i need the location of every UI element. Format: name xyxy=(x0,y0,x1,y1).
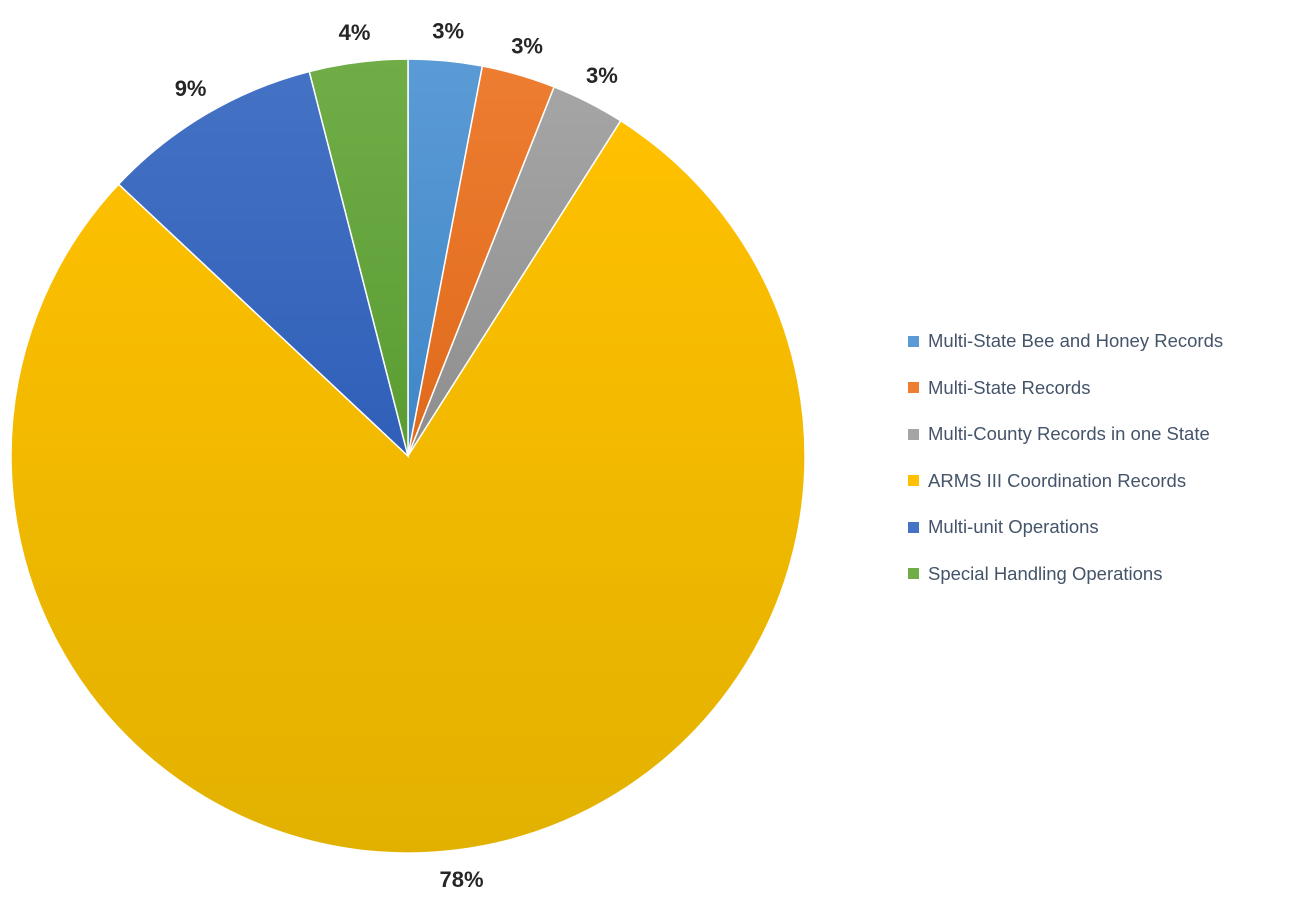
data-label-2: 3% xyxy=(586,63,618,88)
legend-item-1: Multi-State Records xyxy=(908,373,1293,403)
legend-item-2: Multi-County Records in one State xyxy=(908,419,1293,449)
legend-swatch-3 xyxy=(908,475,919,487)
pie-data-labels: 3% 3% 3% 78% 9% 4% xyxy=(175,18,618,892)
legend-item-3: ARMS III Coordination Records xyxy=(908,466,1293,496)
legend-swatch-1 xyxy=(908,382,919,394)
pie-slices xyxy=(10,58,806,854)
legend-item-5: Special Handling Operations xyxy=(908,559,1293,589)
legend-label-1: Multi-State Records xyxy=(928,376,1091,398)
legend-swatch-5 xyxy=(908,568,919,580)
legend-swatch-2 xyxy=(908,428,919,440)
pie-slice-4 xyxy=(117,70,410,459)
pie-slice-3 xyxy=(10,119,806,854)
legend-item-4: Multi-unit Operations xyxy=(908,512,1293,542)
legend-item-0: Multi-State Bee and Honey Records xyxy=(908,326,1293,356)
data-label-5: 4% xyxy=(339,20,371,45)
legend-label-2: Multi-County Records in one State xyxy=(928,423,1210,445)
pie-slice-5 xyxy=(308,58,409,457)
data-label-1: 3% xyxy=(511,34,543,59)
data-label-3: 78% xyxy=(439,867,483,892)
legend-label-4: Multi-unit Operations xyxy=(928,516,1099,538)
chart-legend: Multi-State Bee and Honey Records Multi-S… xyxy=(908,326,1293,606)
legend-swatch-0 xyxy=(908,335,919,347)
legend-swatch-4 xyxy=(908,521,919,533)
legend-label-3: ARMS III Coordination Records xyxy=(928,469,1187,491)
legend-label-5: Special Handling Operations xyxy=(928,562,1163,584)
data-label-0: 3% xyxy=(432,18,464,43)
data-label-4: 9% xyxy=(175,76,207,101)
legend-label-0: Multi-State Bee and Honey Records xyxy=(928,330,1224,351)
